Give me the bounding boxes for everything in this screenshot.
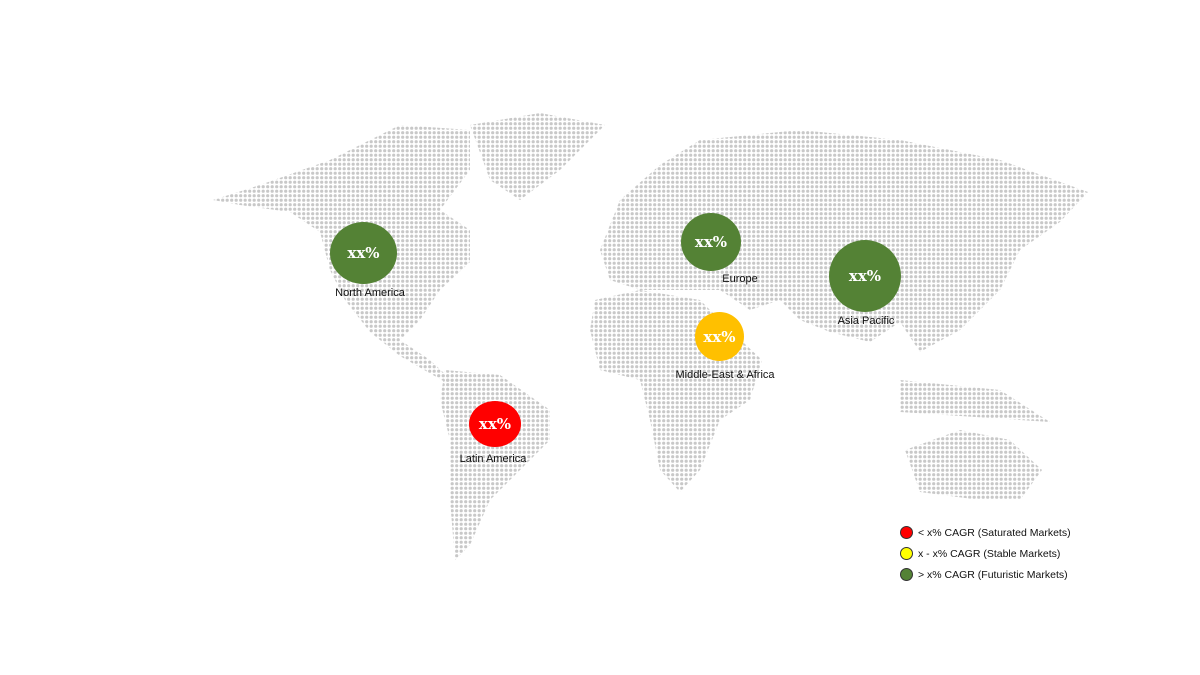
legend-label: > x% CAGR (Futuristic Markets) xyxy=(918,568,1068,581)
red-dot-icon xyxy=(900,526,913,539)
label-middle-east-africa: Middle-East & Africa xyxy=(675,369,775,381)
bubble-middle-east-africa: xx% xyxy=(695,312,744,361)
legend-label: x - x% CAGR (Stable Markets) xyxy=(918,547,1061,560)
legend-item-futuristic: > x% CAGR (Futuristic Markets) xyxy=(900,564,1071,585)
south-america-land xyxy=(440,370,550,560)
eurasia-land xyxy=(600,130,1088,352)
label-asia-pacific: Asia Pacific xyxy=(837,315,895,327)
bubble-asia-pacific: xx% xyxy=(829,240,901,312)
legend-item-saturated: < x% CAGR (Saturated Markets) xyxy=(900,522,1071,543)
bubble-latin-america: xx% xyxy=(469,401,521,447)
australia-land xyxy=(905,430,1042,500)
greenland-land xyxy=(470,113,605,200)
label-north-america: North America xyxy=(335,287,405,299)
label-europe: Europe xyxy=(722,273,758,285)
green-dot-icon xyxy=(900,568,913,581)
label-latin-america: Latin America xyxy=(459,453,527,465)
southeast-asia-land xyxy=(900,380,1050,422)
legend-label: < x% CAGR (Saturated Markets) xyxy=(918,526,1071,539)
yellow-dot-icon xyxy=(900,547,913,560)
legend-item-stable: x - x% CAGR (Stable Markets) xyxy=(900,543,1071,564)
legend: < x% CAGR (Saturated Markets) x - x% CAG… xyxy=(900,522,1071,585)
bubble-europe: xx% xyxy=(681,213,741,271)
bubble-north-america: xx% xyxy=(330,222,397,284)
